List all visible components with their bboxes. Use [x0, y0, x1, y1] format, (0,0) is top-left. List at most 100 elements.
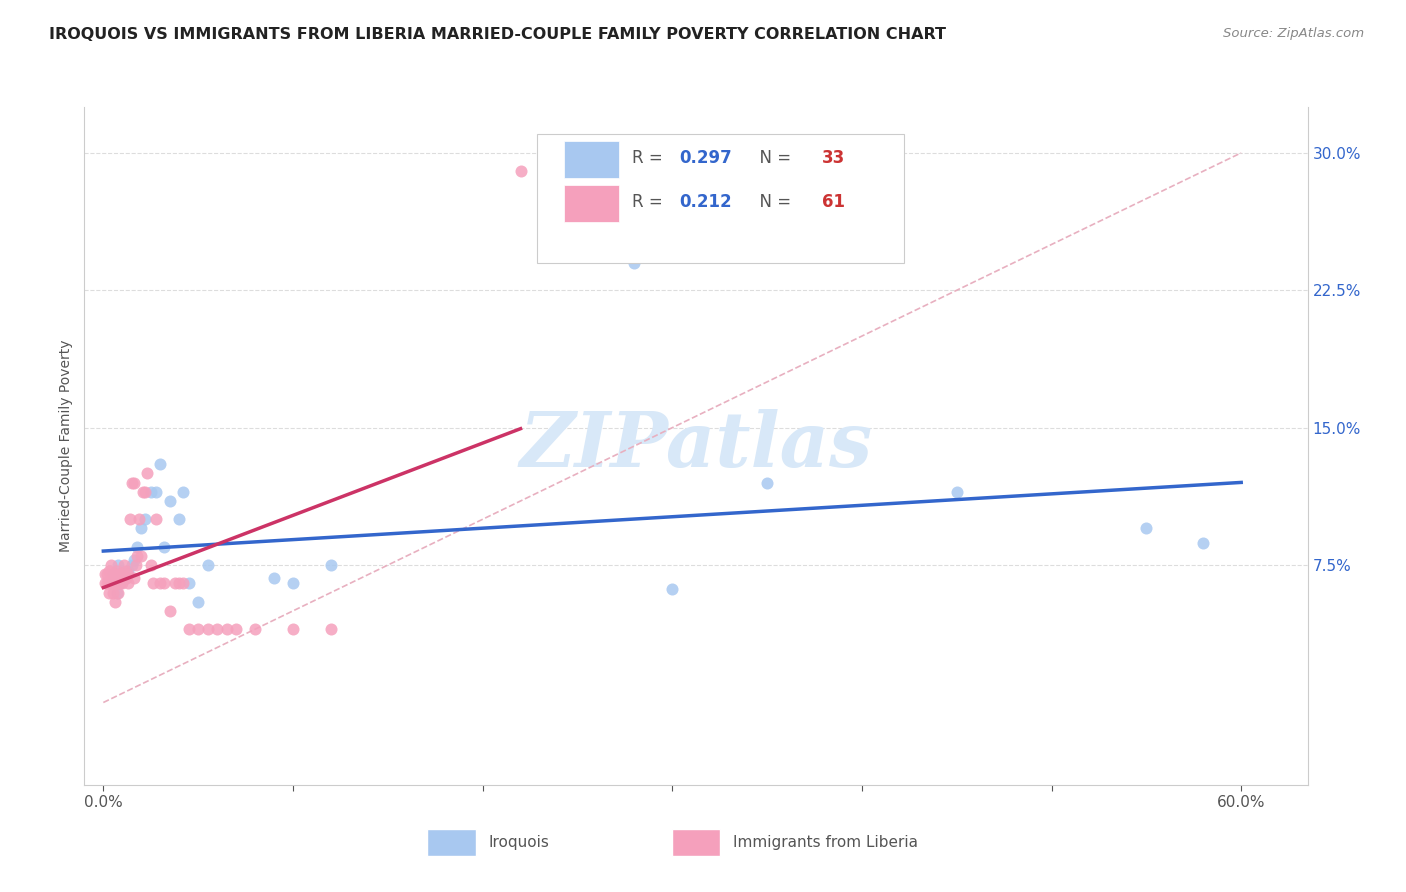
Point [281, 576, 304, 591]
Point [104, 595, 127, 609]
Text: Immigrants from Liberia: Immigrants from Liberia [733, 835, 918, 850]
Point [122, 571, 145, 585]
Point [661, 582, 683, 596]
Text: Iroquois: Iroquois [488, 835, 548, 850]
Point [121, 558, 143, 573]
Text: Source: ZipAtlas.com: Source: ZipAtlas.com [1223, 27, 1364, 40]
Point [124, 558, 146, 573]
Point [159, 494, 181, 508]
Point [153, 576, 176, 591]
Point [111, 567, 134, 582]
Point [115, 564, 138, 578]
Point [94, 576, 117, 591]
Point [117, 564, 139, 578]
Point [134, 484, 156, 499]
Point [215, 622, 238, 636]
FancyBboxPatch shape [537, 134, 904, 263]
Point [111, 576, 134, 591]
Point [167, 512, 190, 526]
Point [112, 558, 135, 573]
Point [105, 576, 128, 591]
Point [225, 622, 247, 636]
Point [127, 549, 149, 563]
Point [101, 567, 124, 582]
Text: N =: N = [748, 149, 796, 167]
Point [98, 585, 121, 599]
Text: 0.297: 0.297 [679, 149, 731, 167]
Point [172, 484, 194, 499]
Point [172, 576, 194, 591]
Point [104, 571, 127, 585]
Point [101, 585, 124, 599]
Point [1192, 536, 1215, 550]
Point [101, 576, 124, 591]
Point [187, 595, 209, 609]
Point [205, 622, 228, 636]
Point [243, 622, 266, 636]
Text: ZIPatlas: ZIPatlas [519, 409, 873, 483]
Point [100, 571, 122, 585]
Point [117, 576, 139, 591]
Point [117, 567, 139, 582]
Point [177, 622, 200, 636]
Point [134, 512, 156, 526]
Point [167, 576, 190, 591]
Point [142, 576, 165, 591]
Text: IROQUOIS VS IMMIGRANTS FROM LIBERIA MARRIED-COUPLE FAMILY POVERTY CORRELATION CH: IROQUOIS VS IMMIGRANTS FROM LIBERIA MARR… [49, 27, 946, 42]
Point [623, 256, 645, 270]
Point [105, 571, 128, 585]
Text: 33: 33 [823, 149, 845, 167]
Point [122, 552, 145, 566]
Point [145, 484, 167, 499]
Point [187, 622, 209, 636]
Point [115, 571, 138, 585]
Point [281, 622, 304, 636]
Point [1135, 521, 1157, 535]
FancyBboxPatch shape [564, 185, 619, 222]
Point [945, 484, 967, 499]
Point [111, 567, 134, 582]
Point [100, 576, 122, 591]
Point [111, 571, 134, 585]
Text: R =: R = [633, 193, 668, 211]
Point [121, 475, 143, 490]
Point [197, 558, 219, 573]
Point [145, 512, 167, 526]
Point [100, 558, 122, 573]
Point [105, 585, 128, 599]
Point [139, 484, 162, 499]
Text: R =: R = [633, 149, 668, 167]
Point [756, 475, 779, 490]
Point [129, 549, 152, 563]
Point [101, 567, 124, 582]
Point [319, 622, 342, 636]
Point [128, 512, 150, 526]
Point [107, 585, 129, 599]
Text: 0.212: 0.212 [679, 193, 731, 211]
Point [104, 576, 127, 591]
Point [149, 458, 172, 472]
Point [139, 558, 162, 573]
Point [107, 576, 129, 591]
Y-axis label: Married-Couple Family Poverty: Married-Couple Family Poverty [59, 340, 73, 552]
Point [122, 475, 145, 490]
Point [165, 576, 187, 591]
Point [96, 567, 118, 582]
Point [509, 164, 531, 178]
Point [177, 576, 200, 591]
Text: 61: 61 [823, 193, 845, 211]
Point [149, 576, 172, 591]
Point [129, 521, 152, 535]
Point [132, 484, 155, 499]
Point [115, 571, 138, 585]
Text: N =: N = [748, 193, 796, 211]
Point [127, 540, 149, 554]
Point [105, 564, 128, 578]
Point [153, 540, 176, 554]
Point [94, 567, 117, 582]
Point [98, 576, 121, 591]
Point [118, 512, 141, 526]
Point [197, 622, 219, 636]
Point [107, 558, 129, 573]
FancyBboxPatch shape [564, 141, 619, 178]
